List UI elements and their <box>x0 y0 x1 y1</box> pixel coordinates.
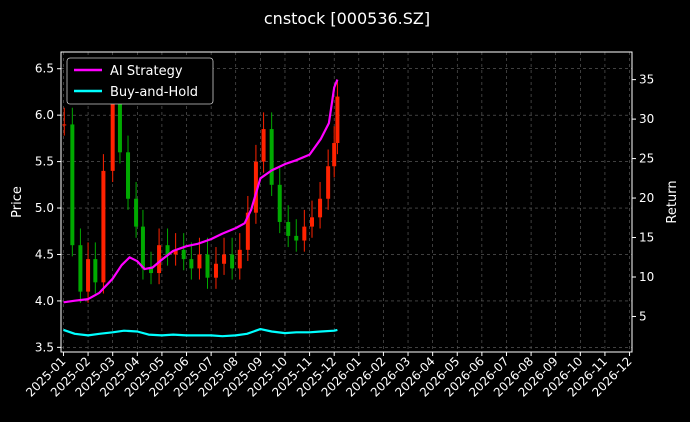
candle-body <box>294 235 299 241</box>
candle-body <box>310 217 315 227</box>
series-line-ai-strategy <box>63 79 339 304</box>
candle-body <box>197 254 202 269</box>
candle-body <box>269 129 274 185</box>
price-candles <box>62 79 340 303</box>
candle-body <box>326 166 331 199</box>
y-left-tick-label: 4.5 <box>35 247 54 261</box>
candle-body <box>93 259 98 283</box>
candle-body <box>302 226 307 241</box>
legend-label-buy-and-hold: Buy-and-Hold <box>110 85 198 100</box>
candle-body <box>230 254 235 269</box>
candle-body <box>165 245 170 255</box>
y-right-tick-label: 35 <box>639 73 654 87</box>
candle-body <box>222 254 227 264</box>
candle-body <box>78 245 83 292</box>
candle-body <box>110 96 115 171</box>
candle-body <box>140 226 145 269</box>
legend: AI Strategy Buy-and-Hold <box>66 57 214 105</box>
candle-body <box>117 96 122 153</box>
candle-body <box>245 212 250 250</box>
candle-body <box>335 96 340 144</box>
candle-body <box>70 124 75 246</box>
y-left-tick-label: 4.0 <box>35 294 54 308</box>
candle-body <box>157 245 162 274</box>
legend-box <box>66 57 214 105</box>
y-right-tick-label: 25 <box>639 152 654 166</box>
candle-body <box>189 259 194 269</box>
candle-body <box>277 184 282 222</box>
legend-label-ai-strategy: AI Strategy <box>110 64 183 79</box>
candle-body <box>253 161 258 213</box>
candle-body <box>173 249 178 255</box>
series-line-buy-and-hold <box>63 328 338 338</box>
candle-body <box>149 268 154 274</box>
y-right-tick-label: 5 <box>639 309 647 323</box>
y-right-tick-label: 15 <box>639 231 654 245</box>
y-left-tick-label: 3.5 <box>35 340 54 354</box>
candle-body <box>86 259 91 292</box>
candle-body <box>213 263 218 278</box>
candle-body <box>126 152 131 199</box>
series-lines <box>63 79 339 338</box>
y-left-tick-label: 6.0 <box>35 108 54 122</box>
y-axis-label-left: Price <box>10 186 25 218</box>
y-left-tick-label: 5.5 <box>35 155 54 169</box>
y-left-tick-label: 6.5 <box>35 62 54 76</box>
candle-body <box>318 198 323 218</box>
candle-body <box>237 249 242 269</box>
candle-body <box>62 124 67 126</box>
y-right-tick-label: 20 <box>639 191 654 205</box>
y-left-tick-label: 5.0 <box>35 201 54 215</box>
candle-body <box>332 143 337 167</box>
y-right-tick-label: 10 <box>639 270 654 284</box>
y-right-tick-label: 30 <box>639 112 654 126</box>
candle-body <box>181 249 186 260</box>
candle-body <box>101 170 106 283</box>
candle-body <box>205 254 210 278</box>
candle-body <box>261 129 266 162</box>
chart-title: cnstock [000536.SZ] <box>264 9 430 28</box>
y-axis-label-right: Return <box>665 180 680 223</box>
candle-body <box>134 198 139 227</box>
plot-frame <box>60 51 633 353</box>
candle-body <box>286 221 291 236</box>
